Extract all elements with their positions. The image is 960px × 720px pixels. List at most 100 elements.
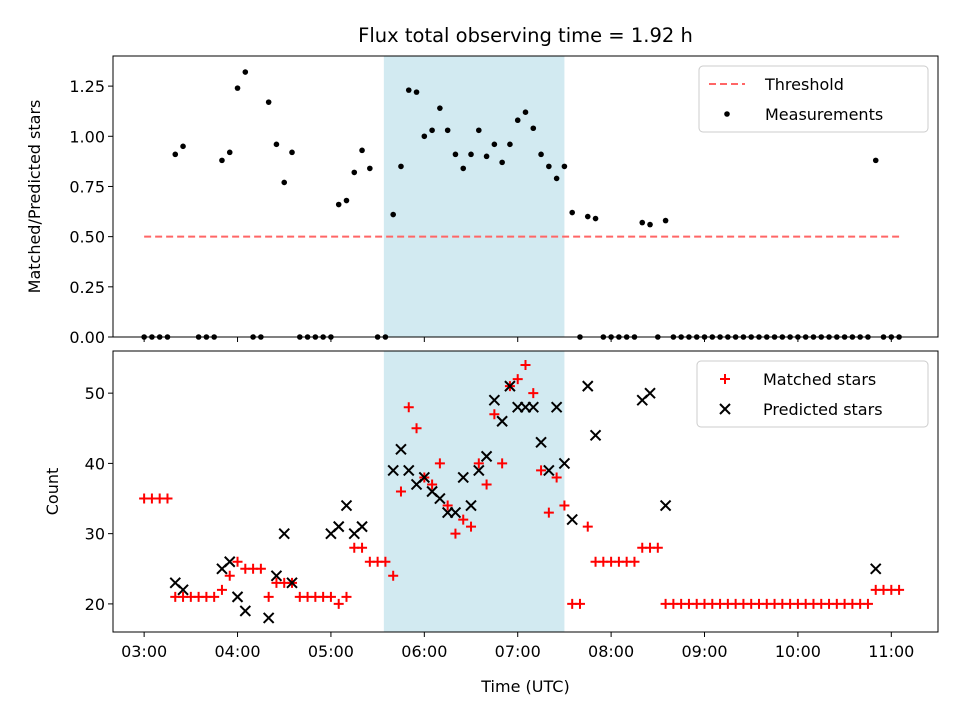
data-point <box>281 179 288 186</box>
data-point <box>488 394 501 406</box>
data-point <box>418 471 431 484</box>
data-point <box>437 105 443 111</box>
chart-title: Flux total observing time = 1.92 h <box>358 24 693 47</box>
legend-marker <box>720 374 730 384</box>
data-point <box>162 493 173 504</box>
x-tick-label: 06:00 <box>401 642 447 661</box>
highlight-span <box>383 56 565 337</box>
data-point <box>489 409 500 420</box>
data-point <box>457 471 469 484</box>
data-point <box>582 521 593 532</box>
data-point <box>466 521 477 532</box>
y-tick-label: 1.25 <box>69 77 105 96</box>
x-tick-label: 09:00 <box>681 642 727 661</box>
data-point <box>483 153 490 160</box>
data-point <box>434 492 446 505</box>
data-point <box>550 401 563 413</box>
data-point <box>553 175 560 182</box>
x-tick-label: 10:00 <box>775 642 821 661</box>
data-point <box>395 486 406 497</box>
data-point <box>592 215 599 222</box>
series-predicted-stars <box>169 380 882 624</box>
data-point <box>559 500 570 511</box>
data-point <box>538 151 544 158</box>
data-point <box>413 89 420 95</box>
y-tick-label: 20 <box>85 595 105 614</box>
x-tick-label: 11:00 <box>868 642 914 661</box>
legend-box <box>696 360 929 428</box>
data-point <box>180 143 186 150</box>
data-point <box>491 141 498 148</box>
data-point <box>380 556 391 567</box>
data-point <box>335 201 342 208</box>
legend: Threshold Measurements <box>698 65 929 133</box>
legend: Matched stars Predicted stars <box>696 360 929 428</box>
data-point <box>434 458 445 469</box>
data-point <box>390 211 396 218</box>
data-point <box>639 219 646 226</box>
x-axis-label: Time (UTC) <box>480 677 569 696</box>
data-point <box>481 479 492 490</box>
data-point <box>177 584 189 596</box>
data-point <box>569 209 575 216</box>
data-point <box>398 163 404 170</box>
data-point <box>429 127 435 134</box>
data-point <box>231 591 244 603</box>
data-point <box>870 563 882 575</box>
data-point <box>530 125 537 132</box>
data-point <box>289 149 295 156</box>
data-point <box>528 388 539 399</box>
data-point <box>357 542 368 553</box>
legend-marker <box>719 403 731 415</box>
data-point <box>659 499 672 512</box>
data-point <box>497 458 508 469</box>
data-point <box>535 436 547 449</box>
data-point <box>504 380 516 392</box>
y-axis-label: Count <box>43 468 62 516</box>
data-point <box>427 479 438 490</box>
data-point <box>224 556 236 568</box>
data-point <box>629 556 640 567</box>
data-point <box>239 605 252 617</box>
y-tick-label: 0.00 <box>69 328 105 347</box>
x-tick-label: 05:00 <box>308 642 354 661</box>
data-point <box>499 159 505 166</box>
data-point <box>558 457 571 470</box>
data-point <box>480 450 493 463</box>
data-point <box>473 464 485 477</box>
data-point <box>219 157 225 164</box>
data-point <box>343 197 350 204</box>
data-point <box>359 147 365 154</box>
y-tick-label: 30 <box>85 525 105 544</box>
y-axis-label: Matched/Predicted stars <box>25 100 44 294</box>
highlight-span <box>383 351 565 632</box>
data-point <box>444 127 451 134</box>
data-point <box>507 141 513 148</box>
data-point <box>527 401 539 413</box>
data-point <box>388 570 399 581</box>
series-matched-stars <box>139 360 905 609</box>
data-point <box>496 415 508 427</box>
data-point <box>460 165 467 172</box>
y-tick-label: 50 <box>85 384 105 403</box>
data-point <box>265 99 272 105</box>
data-point <box>520 360 531 371</box>
data-point <box>403 402 414 413</box>
data-point <box>286 577 298 589</box>
legend-label: Matched stars <box>763 370 876 389</box>
y-tick-label: 40 <box>85 454 105 473</box>
x-tick-label: 04:00 <box>214 642 260 661</box>
y-tick-label: 0.50 <box>69 228 105 247</box>
data-point <box>458 514 469 525</box>
y-tick-label: 0.25 <box>69 278 105 297</box>
data-point <box>242 69 249 75</box>
data-point <box>403 464 415 477</box>
data-point <box>662 217 669 224</box>
x-tick-label: 03:00 <box>121 642 167 661</box>
x-tick-label: 07:00 <box>495 642 541 661</box>
data-point <box>522 109 529 115</box>
data-point <box>270 570 283 582</box>
data-point <box>647 221 653 228</box>
bottom-panel: 20 30 40 50 03:00 04:00 05:00 06:00 07:00 08:00 09… <box>43 350 939 696</box>
data-point <box>262 612 275 624</box>
